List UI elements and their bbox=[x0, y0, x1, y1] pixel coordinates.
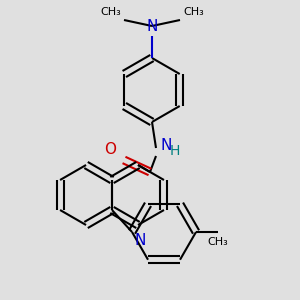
Text: CH₃: CH₃ bbox=[208, 237, 228, 247]
Text: N: N bbox=[160, 139, 171, 154]
Text: N: N bbox=[146, 19, 158, 34]
Text: H: H bbox=[170, 144, 180, 158]
Text: O: O bbox=[104, 142, 116, 157]
Text: N: N bbox=[134, 233, 146, 248]
Text: CH₃: CH₃ bbox=[100, 7, 121, 17]
Text: CH₃: CH₃ bbox=[183, 7, 204, 17]
